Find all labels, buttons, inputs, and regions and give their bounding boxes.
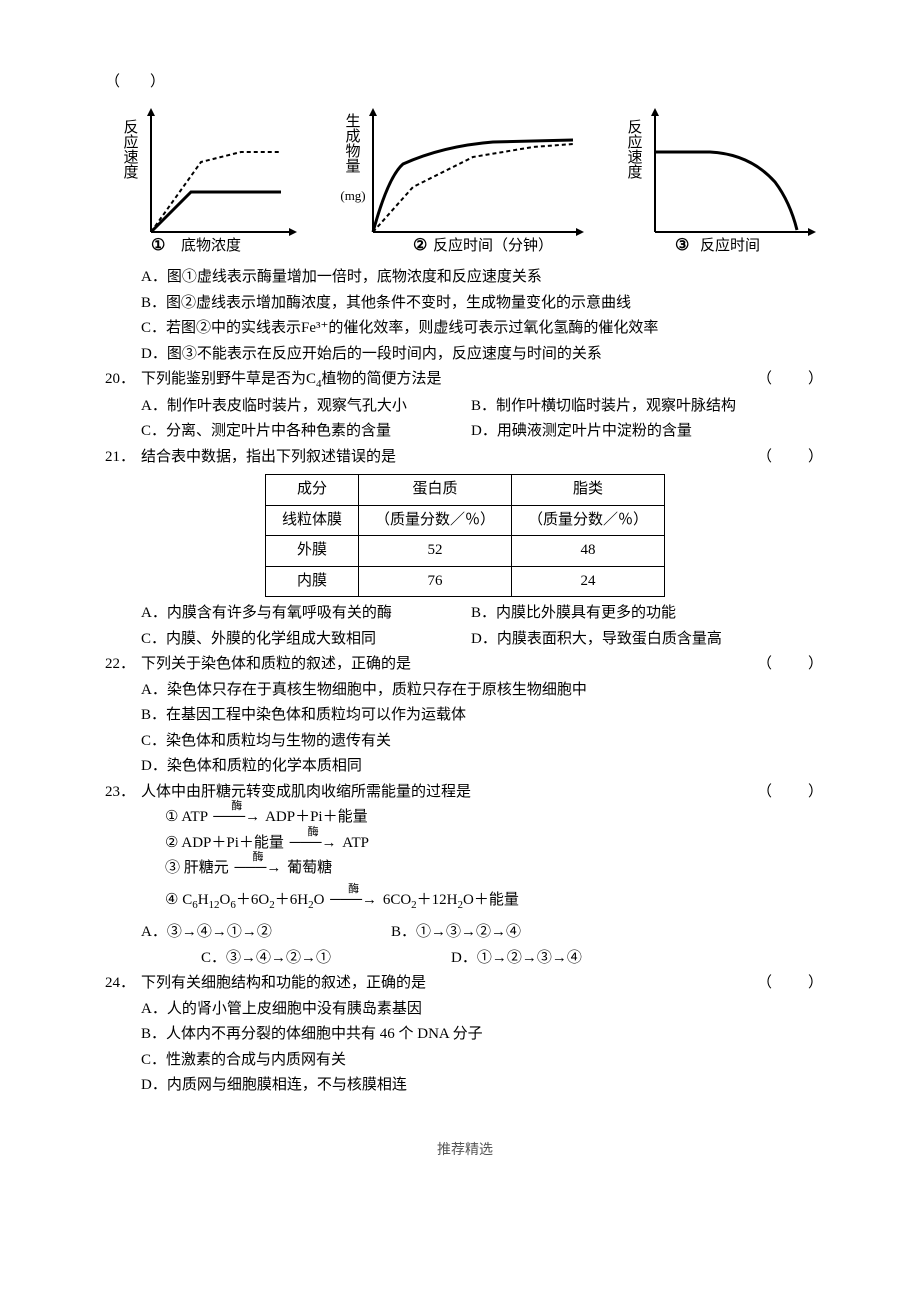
arrow-enzyme-icon: 酶───→ xyxy=(211,805,262,831)
q23-eq1: ① ATP 酶───→ ADP＋Pi＋能量 xyxy=(165,805,825,831)
q21-opt-a: A．内膜含有许多与有氧呼吸有关的酶 xyxy=(141,601,471,627)
q24-opt-a: A．人的肾小管上皮细胞中没有胰岛素基因 xyxy=(141,997,825,1023)
q21-opts-row2: C．内膜、外膜的化学组成大致相同 D．内膜表面积大，导致蛋白质含量高 xyxy=(105,627,825,653)
q21-r1-1: 线粒体膜 xyxy=(265,505,358,536)
svg-text:应: 应 xyxy=(123,133,138,151)
svg-text:度: 度 xyxy=(123,164,138,181)
q24-stem: 下列有关细胞结构和功能的叙述，正确的是 xyxy=(141,971,747,997)
q22-opt-b: B．在基因工程中染色体和质粒均可以作为运载体 xyxy=(141,703,825,729)
svg-text:反应时间（分钟）: 反应时间（分钟） xyxy=(433,236,553,252)
svg-text:③: ③ xyxy=(675,237,689,252)
q20-opt-a: A．制作叶表皮临时装片，观察气孔大小 xyxy=(141,394,471,420)
q21-opts-row1: A．内膜含有许多与有氧呼吸有关的酶 B．内膜比外膜具有更多的功能 xyxy=(105,601,825,627)
q21-r1-2: （质量分数／％） xyxy=(358,505,511,536)
svg-text:度: 度 xyxy=(627,164,642,181)
svg-text:底物浓度: 底物浓度 xyxy=(181,237,241,252)
q23-options: A．③→④→①→② B．①→③→②→④ C．③→④→②→① D．①→②→③→④ xyxy=(105,920,825,971)
svg-text:应: 应 xyxy=(627,133,642,151)
q23-equations: ① ATP 酶───→ ADP＋Pi＋能量 ② ADP＋Pi＋能量 酶───→ … xyxy=(105,805,825,914)
q22-opt-d: D．染色体和质粒的化学本质相同 xyxy=(141,754,825,780)
charts-container: 反应速度①底物浓度 生成物量(mg)②反应时间（分钟） 反应速度③反应时间 xyxy=(111,102,825,262)
q19-options: A．图①虚线表示酶量增加一倍时，底物浓度和反应速度关系 B．图②虚线表示增加酶浓… xyxy=(105,265,825,367)
chart-1: 反应速度 ① 底物浓度 xyxy=(111,102,311,262)
q20-opts-row2: C．分离、测定叶片中各种色素的含量 D．用碘液测定叶片中淀粉的含量 xyxy=(105,419,825,445)
q20-stem: 下列能鉴别野牛草是否为C4植物的简便方法是 xyxy=(141,367,747,394)
q21-paren: （ ） xyxy=(747,445,825,471)
q23-opt-c: C．③→④→②→① xyxy=(201,946,451,972)
chart-2: 生成物量 (mg) ② 反应时间（分钟） xyxy=(333,102,593,262)
q22-stem: 下列关于染色体和质粒的叙述，正确的是 xyxy=(141,652,747,678)
q21-row1-2: 48 xyxy=(512,536,665,567)
q20-opt-b: B．制作叶横切临时装片，观察叶脉结构 xyxy=(471,394,736,420)
q21-opt-b: B．内膜比外膜具有更多的功能 xyxy=(471,601,676,627)
q20-opt-c: C．分离、测定叶片中各种色素的含量 xyxy=(141,419,471,445)
q20-stem-a: 下列能鉴别野牛草是否为C xyxy=(141,371,316,387)
q22-num: 22． xyxy=(105,652,141,678)
q24-paren: （ ） xyxy=(747,971,825,997)
chart-1-svg: 反应速度 ① 底物浓度 xyxy=(111,102,311,252)
q21-row1-1: 52 xyxy=(358,536,511,567)
q20-num: 20． xyxy=(105,367,141,394)
q20-stem-b: 植物的简便方法是 xyxy=(322,371,442,387)
q24-opt-d: D．内质网与细胞膜相连，不与核膜相连 xyxy=(141,1073,825,1099)
q20: 20． 下列能鉴别野牛草是否为C4植物的简便方法是 （ ） xyxy=(105,367,825,394)
svg-text:反: 反 xyxy=(123,119,138,136)
q21-th-2: 蛋白质 xyxy=(358,475,511,506)
q24-opt-c: C．性激素的合成与内质网有关 xyxy=(141,1048,825,1074)
svg-text:量: 量 xyxy=(345,159,360,175)
q19-opt-c: C．若图②中的实线表示Fe³⁺的催化效率，则虚线可表示过氧化氢酶的催化效率 xyxy=(141,316,825,342)
q21: 21． 结合表中数据，指出下列叙述错误的是 （ ） xyxy=(105,445,825,471)
q22-paren: （ ） xyxy=(747,652,825,678)
q21-row2-1: 76 xyxy=(358,566,511,597)
chart-3: 反应速度 ③ 反应时间 xyxy=(615,102,825,262)
q24-num: 24． xyxy=(105,971,141,997)
svg-text:成: 成 xyxy=(345,128,360,145)
q21-opt-c: C．内膜、外膜的化学组成大致相同 xyxy=(141,627,471,653)
q19-opt-d: D．图③不能表示在反应开始后的一段时间内，反应速度与时间的关系 xyxy=(141,342,825,368)
chart-3-svg: 反应速度 ③ 反应时间 xyxy=(615,102,825,252)
svg-text:速: 速 xyxy=(627,149,642,166)
q21-r1-3: （质量分数／％） xyxy=(512,505,665,536)
q23-opt-b: B．①→③→②→④ xyxy=(391,920,521,946)
footer-text: 推荐精选 xyxy=(105,1139,825,1163)
q20-paren: （ ） xyxy=(747,367,825,394)
svg-text:物: 物 xyxy=(345,143,360,160)
svg-text:反应时间: 反应时间 xyxy=(700,236,760,252)
q23-opt-d: D．①→②→③→④ xyxy=(451,946,582,972)
svg-text:生: 生 xyxy=(345,113,360,130)
chart-2-svg: 生成物量 (mg) ② 反应时间（分钟） xyxy=(333,102,593,252)
q21-th-1: 成分 xyxy=(265,475,358,506)
q22-opt-c: C．染色体和质粒均与生物的遗传有关 xyxy=(141,729,825,755)
q23-num: 23． xyxy=(105,780,141,806)
q24-opt-b: B．人体内不再分裂的体细胞中共有 46 个 DNA 分子 xyxy=(141,1022,825,1048)
svg-text:反: 反 xyxy=(627,119,642,136)
q23-opt-a: A．③→④→①→② xyxy=(141,920,391,946)
q21-th-3: 脂类 xyxy=(512,475,665,506)
q21-row1-0: 外膜 xyxy=(265,536,358,567)
q23-paren: （ ） xyxy=(747,780,825,806)
q21-opt-d: D．内膜表面积大，导致蛋白质含量高 xyxy=(471,627,722,653)
q21-row2-0: 内膜 xyxy=(265,566,358,597)
q21-table: 成分 蛋白质 脂类 线粒体膜 （质量分数／％） （质量分数／％） 外膜 52 4… xyxy=(265,474,665,597)
q21-row2-2: 24 xyxy=(512,566,665,597)
svg-text:②: ② xyxy=(413,237,427,252)
q20-opts-row1: A．制作叶表皮临时装片，观察气孔大小 B．制作叶横切临时装片，观察叶脉结构 xyxy=(105,394,825,420)
svg-text:速: 速 xyxy=(123,149,138,166)
arrow-enzyme-icon: 酶───→ xyxy=(328,888,379,914)
q24: 24． 下列有关细胞结构和功能的叙述，正确的是 （ ） xyxy=(105,971,825,997)
arrow-enzyme-icon: 酶───→ xyxy=(233,856,284,882)
svg-text:(mg): (mg) xyxy=(340,188,365,203)
svg-text:①: ① xyxy=(151,237,165,252)
q21-stem: 结合表中数据，指出下列叙述错误的是 xyxy=(141,445,747,471)
q19-opt-b: B．图②虚线表示增加酶浓度，其他条件不变时，生成物量变化的示意曲线 xyxy=(141,291,825,317)
q22: 22． 下列关于染色体和质粒的叙述，正确的是 （ ） xyxy=(105,652,825,678)
q19-opt-a: A．图①虚线表示酶量增加一倍时，底物浓度和反应速度关系 xyxy=(141,265,825,291)
q20-opt-d: D．用碘液测定叶片中淀粉的含量 xyxy=(471,419,692,445)
prev-question-paren: （ ） xyxy=(105,70,825,96)
q21-num: 21． xyxy=(105,445,141,471)
arrow-enzyme-icon: 酶───→ xyxy=(288,831,339,857)
q23-eq3: ③ 肝糖元 酶───→ 葡萄糖 xyxy=(165,856,825,882)
q22-opt-a: A．染色体只存在于真核生物细胞中，质粒只存在于原核生物细胞中 xyxy=(141,678,825,704)
q23-eq4: ④ C6H12O6＋6O2＋6H2O 酶───→ 6CO2＋12H2O＋能量 xyxy=(165,888,825,915)
